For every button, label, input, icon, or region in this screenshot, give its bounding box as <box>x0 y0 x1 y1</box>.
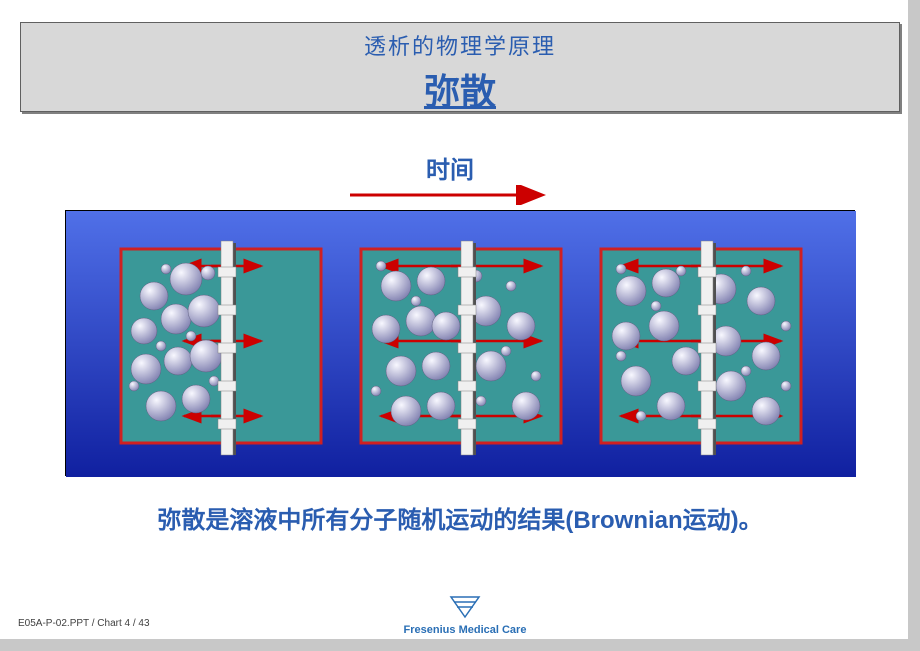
description: 弥散是溶液中所有分子随机运动的结果(Brownian运动)。 <box>0 500 920 535</box>
time-arrow <box>350 185 550 205</box>
subtitle: 透析的物理学原理 <box>21 29 899 61</box>
logo-text: Fresenius Medical Care <box>390 624 540 636</box>
title: 弥散 <box>21 63 899 115</box>
header-box: 透析的物理学原理 弥散 <box>20 22 900 112</box>
diagram-panel <box>65 210 855 476</box>
diffusion-diagram <box>66 211 856 477</box>
footer-chart-ref: E05A-P-02.PPT / Chart 4 / 43 <box>18 618 150 629</box>
time-block: 时间 <box>350 150 550 185</box>
time-label: 时间 <box>426 157 474 184</box>
logo-icon <box>445 595 485 619</box>
fresenius-logo: Fresenius Medical Care <box>390 595 540 636</box>
